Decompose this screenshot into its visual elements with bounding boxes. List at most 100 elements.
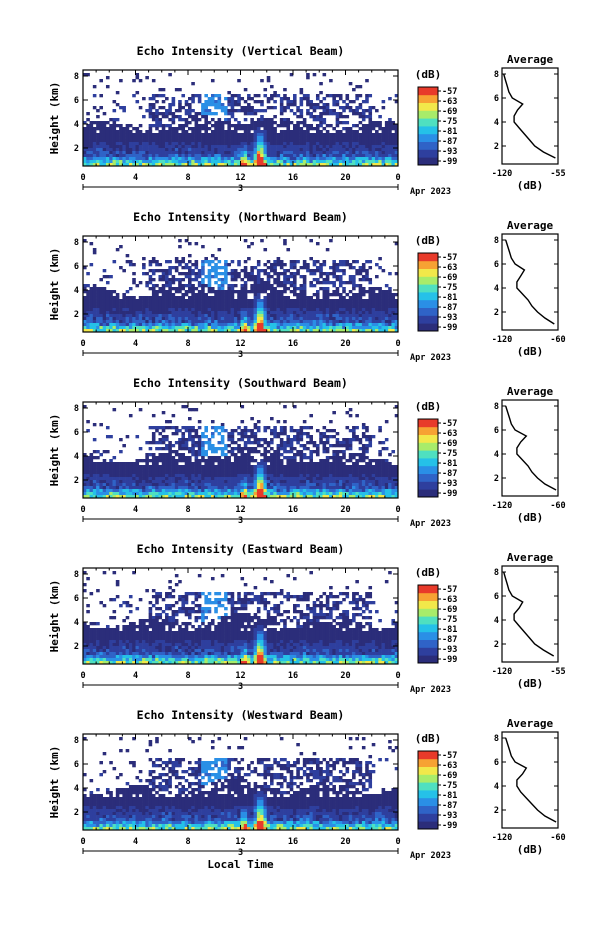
heatmap-cell xyxy=(227,438,231,442)
heatmap-cell xyxy=(322,299,327,303)
heatmap-cell xyxy=(197,163,202,167)
heatmap-cell xyxy=(306,151,310,155)
heatmap-cell xyxy=(273,299,277,303)
heatmap-cell xyxy=(142,133,146,137)
heatmap-cell xyxy=(260,142,264,146)
heatmap-cell xyxy=(161,323,166,327)
heatmap-cell xyxy=(86,462,90,466)
heatmap-cell xyxy=(168,492,172,496)
heatmap-cell xyxy=(270,139,274,143)
heatmap-cell xyxy=(122,317,126,321)
heatmap-cell xyxy=(171,145,176,149)
heatmap-cell xyxy=(299,148,304,152)
heatmap-cell xyxy=(243,287,248,291)
heatmap-cell xyxy=(210,157,215,161)
heatmap-cell xyxy=(293,133,297,137)
heatmap-cell xyxy=(240,163,245,167)
heatmap-cell xyxy=(142,486,146,490)
heatmap-cell xyxy=(338,160,343,164)
heatmap-cell xyxy=(115,474,120,478)
x-tick-label: 8 xyxy=(185,339,190,349)
heatmap-cell xyxy=(325,272,330,276)
heatmap-cell xyxy=(315,157,320,161)
heatmap-cell xyxy=(99,290,103,294)
heatmap-cell xyxy=(388,118,392,122)
x-tick-label: 4 xyxy=(133,173,138,183)
heatmap-cell xyxy=(102,293,107,297)
heatmap-cell xyxy=(365,299,369,303)
heatmap-cell xyxy=(266,284,271,288)
heatmap-cell xyxy=(250,483,254,487)
heatmap-cell xyxy=(299,139,304,143)
heatmap-cell xyxy=(352,109,356,113)
heatmap-cell xyxy=(270,489,274,493)
heatmap-cell xyxy=(243,266,248,270)
heatmap-cell xyxy=(194,480,199,484)
heatmap-cell xyxy=(184,272,189,276)
heatmap-cell xyxy=(125,435,130,439)
heatmap-cell xyxy=(142,302,146,306)
heatmap-cell xyxy=(188,474,192,478)
heatmap-cell xyxy=(99,136,103,140)
heatmap-cell xyxy=(191,477,195,481)
heatmap-cell xyxy=(155,269,159,273)
heatmap-cell xyxy=(358,142,363,146)
heatmap-cell xyxy=(338,302,343,306)
heatmap-cell xyxy=(253,302,258,306)
heatmap-cell xyxy=(92,450,97,454)
heatmap-cell xyxy=(273,106,277,110)
heatmap-cell xyxy=(128,260,133,264)
heatmap-cell xyxy=(86,154,90,158)
heatmap-cell xyxy=(243,456,248,460)
heatmap-cell xyxy=(158,154,163,158)
heatmap-cell xyxy=(230,145,235,149)
heatmap-cell xyxy=(92,456,97,460)
heatmap-cell xyxy=(83,314,87,318)
heatmap-cell xyxy=(342,314,346,318)
heatmap-cell xyxy=(148,474,153,478)
heatmap-cell xyxy=(279,317,284,321)
heatmap-cell xyxy=(109,148,113,152)
y-axis-label: Height (km) xyxy=(48,248,61,321)
heatmap-cell xyxy=(293,480,297,484)
heatmap-cell xyxy=(194,163,199,167)
heatmap-cell xyxy=(188,417,192,421)
heatmap-cell xyxy=(240,278,245,282)
heatmap-cell xyxy=(92,293,97,297)
heatmap-cell xyxy=(371,133,376,137)
heatmap-cell xyxy=(174,266,179,270)
heatmap-cell xyxy=(325,299,330,303)
heatmap-cell xyxy=(230,112,235,116)
heatmap-cell xyxy=(96,477,100,481)
heatmap-cell xyxy=(210,426,215,430)
heatmap-cell xyxy=(148,157,153,161)
heatmap-cell xyxy=(207,314,212,318)
heatmap-cell xyxy=(230,453,235,457)
heatmap-cell xyxy=(361,293,366,297)
heatmap-cell xyxy=(299,142,304,146)
heatmap-cell xyxy=(233,133,238,137)
heatmap-cell xyxy=(266,489,271,493)
heatmap-cell xyxy=(184,308,189,312)
heatmap-cell xyxy=(388,317,392,321)
heatmap-cell xyxy=(165,326,169,330)
heatmap-cell xyxy=(207,142,212,146)
heatmap-cell xyxy=(273,94,277,98)
heatmap-cell xyxy=(161,305,166,309)
heatmap-cell xyxy=(289,299,294,303)
heatmap-cell xyxy=(260,302,264,306)
heatmap-cell xyxy=(227,109,231,113)
heatmap-cell xyxy=(178,441,182,445)
heatmap-cell xyxy=(237,465,241,469)
heatmap-cell xyxy=(155,100,159,104)
heatmap-cell xyxy=(266,308,271,312)
heatmap-cell xyxy=(335,314,340,318)
heatmap-cell xyxy=(92,106,97,110)
heatmap-cell xyxy=(174,136,179,140)
heatmap-cell xyxy=(161,151,166,155)
heatmap-cell xyxy=(279,160,284,164)
heatmap-cell xyxy=(191,109,195,113)
heatmap-cell xyxy=(102,465,107,469)
heatmap-cell xyxy=(86,299,90,303)
heatmap-cell xyxy=(270,432,274,436)
